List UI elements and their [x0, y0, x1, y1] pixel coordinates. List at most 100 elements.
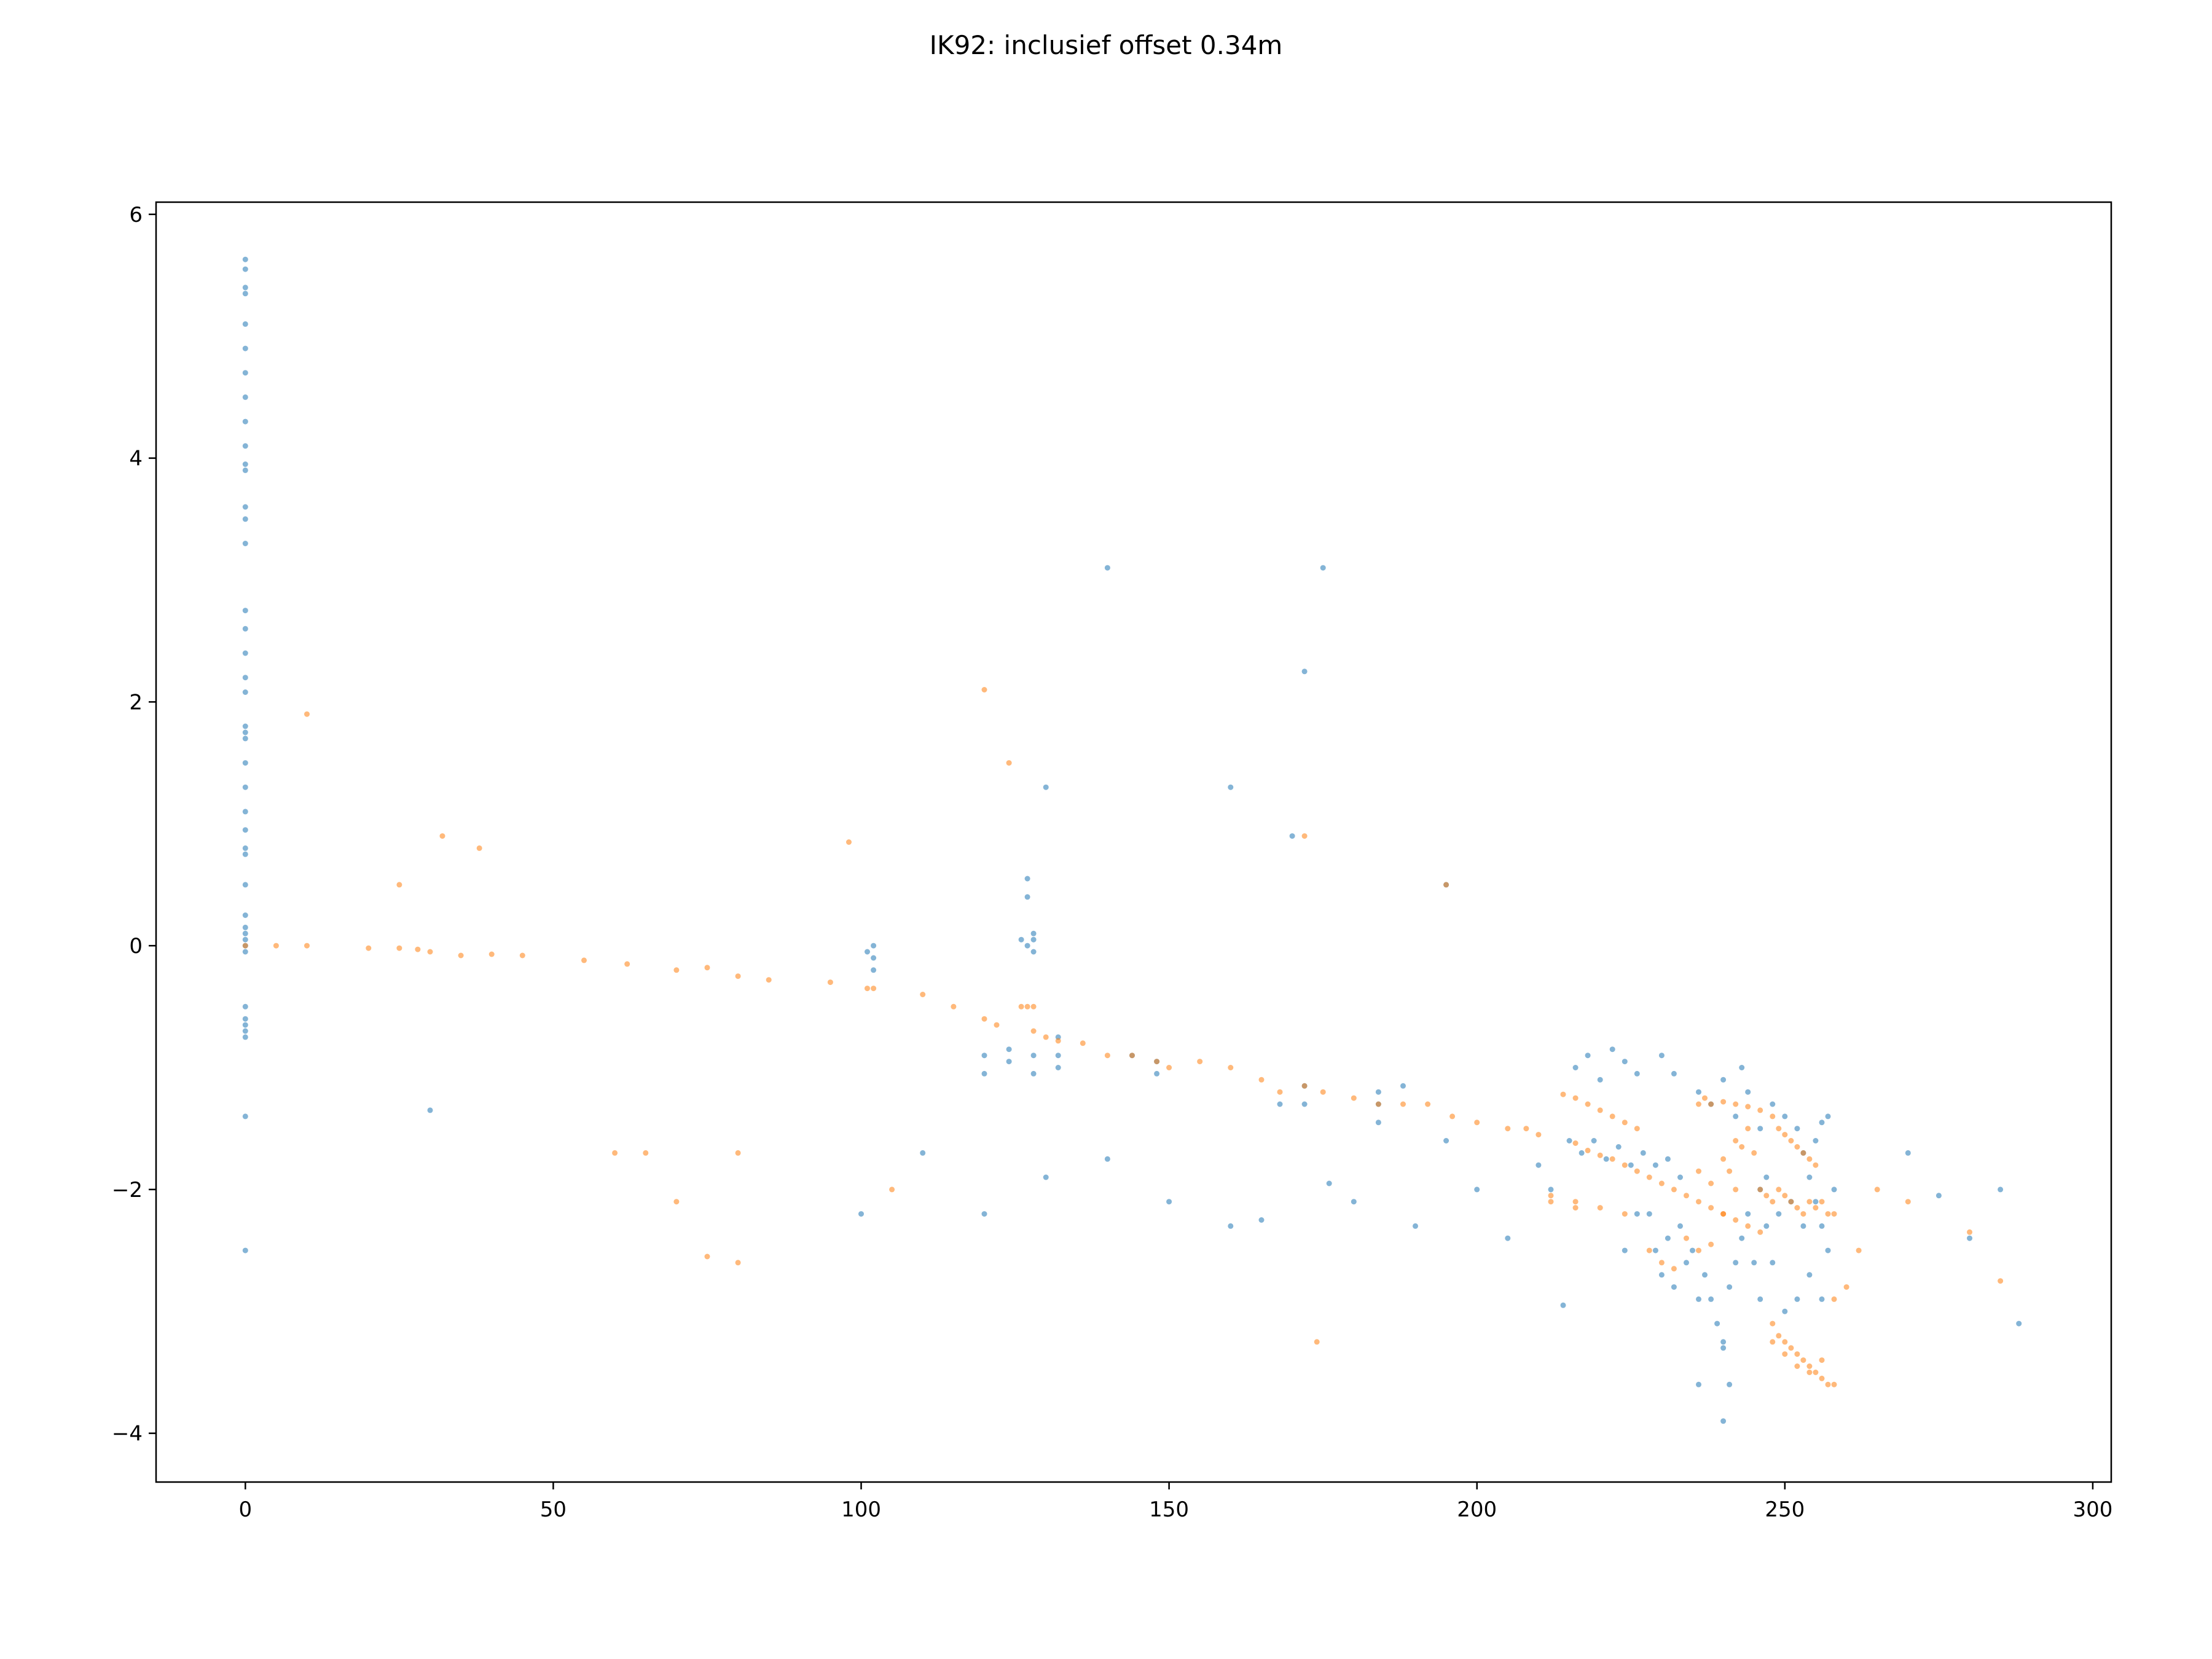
series-2-point-15	[735, 973, 741, 979]
series-1-point-14	[242, 516, 248, 522]
series-1-point-75	[1104, 1156, 1110, 1162]
series-2-point-114	[1708, 1101, 1714, 1107]
series-1-point-90	[1043, 784, 1049, 790]
series-2-point-142	[1782, 1339, 1788, 1345]
series-1-point-26	[242, 809, 248, 815]
series-1-point-160	[1696, 1381, 1701, 1387]
x-tick-label: 50	[540, 1497, 567, 1522]
series-2-point-9	[488, 951, 495, 957]
series-2-point-83	[1609, 1156, 1615, 1162]
series-1-point-103	[1591, 1138, 1597, 1143]
series-2-point-97	[1658, 1260, 1665, 1266]
series-1-point-166	[1622, 1247, 1628, 1253]
series-2-point-75	[1585, 1101, 1591, 1107]
series-2-point-158	[1831, 1296, 1837, 1302]
series-2-point-144	[1794, 1351, 1800, 1357]
series-1-point-7	[242, 370, 248, 376]
series-2-point-126	[1813, 1162, 1819, 1168]
series-1-point-65	[1277, 1101, 1283, 1107]
series-1-point-33	[242, 930, 248, 936]
series-1-point-58	[1030, 1070, 1037, 1077]
series-2-point-3	[304, 943, 310, 949]
series-1-point-61	[1055, 1065, 1061, 1070]
series-1-point-55	[1006, 1046, 1012, 1053]
series-1-point-68	[1375, 1089, 1381, 1095]
series-1-point-1	[242, 256, 248, 262]
series-1-point-52	[1030, 930, 1037, 936]
series-1-point-18	[242, 650, 248, 656]
series-2-point-20	[920, 992, 926, 997]
series-1-point-34	[242, 936, 248, 943]
series-1-point-72	[1228, 1223, 1234, 1229]
series-2-point-22	[981, 1016, 987, 1022]
series-1-point-144	[1819, 1223, 1825, 1229]
series-2-point-155	[1819, 1357, 1825, 1363]
series-1-point-71	[1400, 1083, 1406, 1089]
series-1-point-117	[1684, 1260, 1689, 1266]
y-tick-label: 2	[129, 690, 143, 715]
series-1-point-47	[1024, 943, 1030, 949]
series-1-point-118	[1690, 1247, 1695, 1253]
series-1-point-139	[1782, 1113, 1788, 1120]
points-layer	[242, 256, 2022, 1424]
series-2-point-58	[612, 1150, 618, 1156]
series-1-point-77	[858, 1211, 864, 1217]
series-2-point-55	[1006, 760, 1012, 766]
series-1-point-78	[981, 1211, 987, 1217]
series-1-point-12	[242, 467, 248, 473]
series-2-point-73	[1560, 1091, 1566, 1097]
series-2-point-124	[1800, 1150, 1806, 1156]
series-2-point-47	[1505, 1126, 1511, 1132]
chart-title: IK92: inclusief offset 0.34m	[930, 30, 1283, 60]
series-2-point-31	[1104, 1053, 1110, 1059]
series-2-point-7	[427, 949, 433, 955]
series-1-point-142	[1806, 1174, 1813, 1180]
series-2-point-53	[396, 882, 402, 888]
series-2-point-45	[1449, 1113, 1456, 1120]
series-1-point-140	[1794, 1126, 1800, 1132]
series-1-point-102	[1579, 1150, 1585, 1156]
series-1-point-145	[1825, 1247, 1831, 1253]
series-2-point-128	[1763, 1193, 1770, 1199]
series-1-point-171	[1998, 1186, 2004, 1193]
series-1-point-80	[1326, 1180, 1332, 1186]
series-1-point-163	[1548, 1186, 1554, 1193]
series-1-point-168	[1831, 1186, 1837, 1193]
series-2-point-33	[1154, 1059, 1160, 1065]
series-1-point-4	[242, 291, 248, 297]
plot-frame	[155, 201, 2112, 1483]
series-2-point-146	[1806, 1363, 1813, 1369]
series-2-point-12	[624, 961, 630, 967]
series-1-point-91	[1289, 833, 1295, 839]
x-tick-label: 250	[1765, 1497, 1805, 1522]
series-2-point-140	[1770, 1320, 1776, 1327]
series-2-point-82	[1597, 1152, 1603, 1158]
y-tick-label: 0	[129, 934, 143, 959]
series-2-point-5	[396, 945, 402, 951]
series-2-point-77	[1609, 1113, 1615, 1120]
series-2-point-23	[994, 1022, 1000, 1028]
y-tick-label: −2	[112, 1178, 143, 1202]
x-tick-label: 0	[238, 1497, 252, 1522]
series-1-point-107	[1640, 1150, 1646, 1156]
series-2-point-102	[1720, 1211, 1727, 1217]
series-1-point-56	[1006, 1059, 1012, 1065]
series-2-point-117	[1745, 1104, 1751, 1110]
series-2-point-120	[1776, 1126, 1782, 1132]
series-1-point-120	[1702, 1272, 1708, 1278]
series-1-point-57	[1030, 1053, 1037, 1059]
series-2-point-129	[1770, 1199, 1776, 1205]
series-2-point-21	[951, 1003, 957, 1010]
series-1-point-122	[1714, 1320, 1720, 1327]
series-1-point-51	[1024, 894, 1030, 900]
series-1-point-129	[1757, 1296, 1763, 1302]
series-2-point-11	[581, 957, 587, 963]
series-1-point-89	[1228, 784, 1234, 790]
series-2-point-62	[673, 1199, 680, 1205]
series-1-point-11	[242, 461, 248, 467]
series-2-point-43	[1400, 1101, 1406, 1107]
series-2-point-87	[1658, 1180, 1665, 1186]
series-2-point-81	[1585, 1147, 1591, 1153]
series-2-point-111	[1751, 1150, 1757, 1156]
